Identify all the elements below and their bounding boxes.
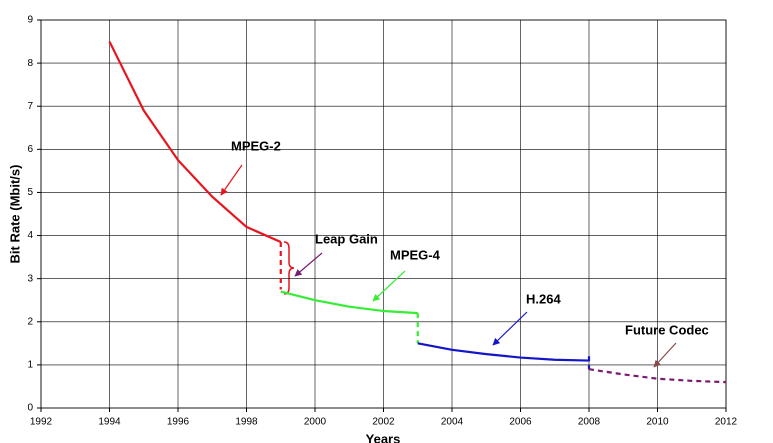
annotation-arrow [372,270,406,302]
brace [283,241,295,295]
y-axis-label: Bit Rate (Mbit/s) [7,165,22,264]
annotation: Leap Gain [315,231,378,246]
annotation-arrow [294,252,323,277]
annotation: MPEG-4 [390,247,441,262]
annotation-arrow [220,164,243,196]
x-tick-label: 2010 [646,417,669,428]
y-tick-label: 3 [27,273,33,284]
x-tick-label: 2006 [509,417,532,428]
y-tick-label: 5 [27,187,33,198]
x-tick-label: 1994 [98,417,121,428]
series-line [280,290,418,315]
annotation: H.264 [526,291,561,306]
annotation-arrow [653,342,677,368]
annotation-arrow [492,311,528,346]
x-tick-label: 1996 [167,417,190,428]
x-tick-label: 2000 [304,417,327,428]
y-tick-label: 8 [27,58,33,69]
x-axis-label: Years [366,431,401,443]
plot-frame [40,19,727,409]
y-tick-label: 2 [27,316,33,327]
y-tick-label: 7 [27,101,33,112]
y-tick-label: 1 [27,360,33,371]
y-tick-label: 6 [27,144,33,155]
annotation: MPEG-2 [231,138,281,153]
x-tick-label: 2002 [372,417,395,428]
annotation: Future Codec [625,322,709,337]
x-tick-label: 2008 [578,417,601,428]
y-tick-label: 9 [27,15,33,26]
series-line [417,342,590,362]
y-tick-label: 0 [27,403,33,414]
series-line [108,41,282,244]
x-tick-label: 2004 [441,417,464,428]
x-tick-label: 1992 [30,417,53,428]
y-tick-label: 4 [27,230,33,241]
x-tick-label: 1998 [235,417,258,428]
x-tick-label: 2012 [715,417,738,428]
